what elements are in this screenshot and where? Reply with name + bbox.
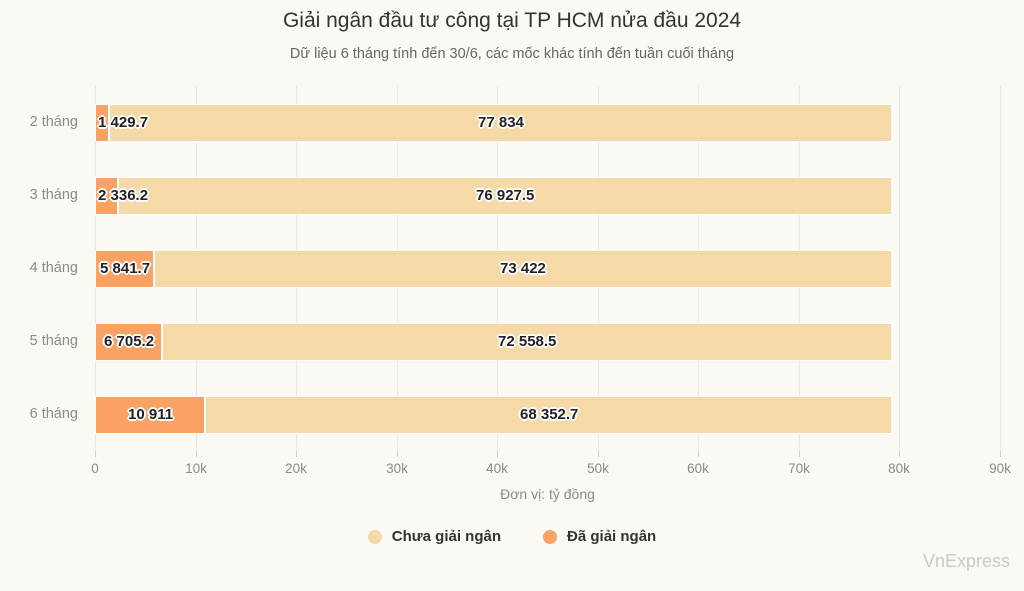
bar-row-2: 5 841.7 73 422 [95,250,1000,288]
bar-segment-disbursed-row1[interactable] [95,177,118,215]
watermark-vnexpress: VnExpress [922,551,1010,571]
x-axis-tick [296,451,297,457]
bar-value-label-disbursed: 6 705.2 [104,333,155,350]
x-tick-label: 30k [386,461,408,476]
x-tick-label: 20k [285,461,307,476]
bar-segment-undisbursed-row2[interactable] [154,250,892,288]
x-tick-label: 70k [788,461,810,476]
legend-item-0[interactable]: Chưa giải ngân [367,528,502,545]
legend-label: Đã giải ngân [567,528,657,545]
bar-segment-undisbursed-row1[interactable] [118,177,892,215]
bar-value-label-undisbursed: 68 352.7 [520,406,579,423]
y-category-label: 3 tháng [29,187,78,203]
bar-segment-disbursed-row4[interactable] [95,396,205,434]
x-axis-tick [698,451,699,457]
gridline [1000,86,1001,451]
bar-segment-disbursed-row2[interactable] [95,250,154,288]
bar-segment-disbursed-row3[interactable] [95,323,162,361]
bar-value-label-undisbursed: 76 927.5 [476,187,535,204]
legend-item-1[interactable]: Đã giải ngân [543,528,656,545]
bar-row-1: 2 336.2 76 927.5 [95,177,1000,215]
legend-marker-icon [367,529,382,544]
chart-title: Giải ngân đầu tư công tại TP HCM nửa đầu… [282,9,742,32]
bar-value-label-undisbursed: 72 558.5 [498,333,557,350]
x-axis-unit-label: Đơn vị: tỷ đồng [500,486,595,502]
x-axis-tick [598,451,599,457]
y-category-label: 6 tháng [29,406,78,422]
bar-value-label-disbursed: 10 911 [128,406,174,423]
x-tick-label: 10k [185,461,207,476]
legend: Chưa giải ngân Đã giải ngân [0,528,1024,545]
x-axis-tick [497,451,498,457]
legend-label: Chưa giải ngân [391,528,502,545]
y-category-label: 2 tháng [29,114,78,130]
x-tick-label: 90k [989,461,1011,476]
bar-segment-undisbursed-row3[interactable] [162,323,892,361]
gridline [899,86,900,451]
bar-value-label-disbursed: 5 841.7 [100,260,151,277]
y-category-label: 5 tháng [29,333,78,349]
x-axis-tick [397,451,398,457]
x-tick-label: 60k [687,461,709,476]
bar-value-label-undisbursed: 77 834 [478,114,524,131]
x-tick-label: 0 [91,461,99,476]
x-axis-tick [1000,451,1001,457]
legend-marker-icon [543,529,558,544]
plot-area: 0 10k 20k 30k 40k 50k 60k 70k 80k 90k 1 429.7 77 83… [91,86,1011,476]
bar-value-label-disbursed: 2 336.2 [98,187,149,204]
y-category-label: 4 tháng [29,260,78,276]
x-axis-tick [799,451,800,457]
x-axis-tick [95,451,96,457]
x-tick-label: 80k [888,461,910,476]
x-tick-label: 40k [486,461,508,476]
bar-segment-undisbursed-row4[interactable] [205,396,892,434]
bar-value-label-disbursed: 1 429.7 [98,114,149,131]
bar-segment-disbursed-row0[interactable] [95,104,109,142]
bar-segment-undisbursed-row0[interactable] [109,104,892,142]
bar-value-label-undisbursed: 73 422 [500,260,546,277]
bar-row-0: 1 429.7 77 834 [95,104,1000,142]
x-tick-label: 50k [587,461,609,476]
chart-subtitle: Dữ liệu 6 tháng tính đến 30/6, các mốc k… [289,46,735,62]
x-axis-tick [196,451,197,457]
x-axis-tick [899,451,900,457]
bar-row-3: 6 705.2 72 558.5 [95,323,1000,361]
bar-row-4: 10 911 68 352.7 [95,396,1000,434]
